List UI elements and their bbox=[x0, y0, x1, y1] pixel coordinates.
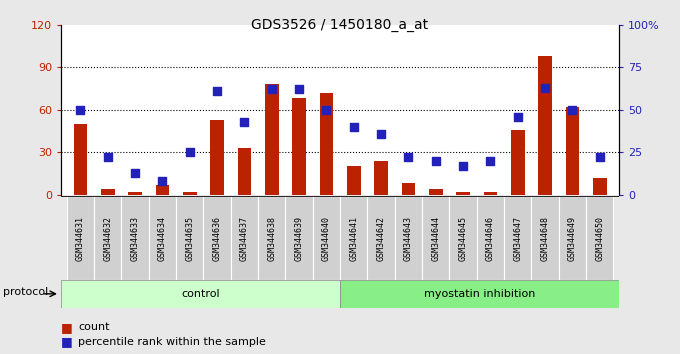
Bar bbox=[477, 196, 504, 280]
Bar bbox=[121, 196, 149, 280]
Bar bbox=[210, 120, 224, 195]
Bar bbox=[292, 98, 306, 195]
Text: GSM344649: GSM344649 bbox=[568, 216, 577, 261]
Point bbox=[267, 86, 277, 92]
Text: GSM344632: GSM344632 bbox=[103, 216, 112, 261]
Point bbox=[539, 85, 550, 91]
Bar bbox=[456, 192, 470, 195]
Point bbox=[348, 124, 359, 130]
Bar bbox=[367, 196, 394, 280]
Bar bbox=[504, 196, 531, 280]
Point bbox=[321, 107, 332, 113]
Text: GSM344650: GSM344650 bbox=[595, 216, 604, 261]
Text: GSM344635: GSM344635 bbox=[185, 216, 194, 261]
Point bbox=[102, 154, 113, 160]
Bar bbox=[566, 107, 579, 195]
Point bbox=[375, 131, 386, 136]
Text: GSM344642: GSM344642 bbox=[377, 216, 386, 261]
Bar bbox=[237, 148, 251, 195]
Text: ■: ■ bbox=[61, 335, 73, 348]
Text: GSM344637: GSM344637 bbox=[240, 216, 249, 261]
Text: GSM344648: GSM344648 bbox=[541, 216, 549, 261]
Text: GDS3526 / 1450180_a_at: GDS3526 / 1450180_a_at bbox=[252, 18, 428, 32]
Text: control: control bbox=[182, 289, 220, 299]
Text: ■: ■ bbox=[61, 321, 73, 334]
Bar bbox=[286, 196, 313, 280]
Bar bbox=[67, 196, 94, 280]
Bar bbox=[320, 93, 333, 195]
Text: GSM344633: GSM344633 bbox=[131, 216, 139, 261]
Bar bbox=[313, 196, 340, 280]
Bar bbox=[176, 196, 203, 280]
Bar bbox=[449, 196, 477, 280]
Point bbox=[239, 119, 250, 125]
Bar bbox=[538, 56, 552, 195]
Bar bbox=[422, 196, 449, 280]
Bar bbox=[73, 124, 87, 195]
Text: GSM344634: GSM344634 bbox=[158, 216, 167, 261]
Bar bbox=[531, 196, 559, 280]
Bar bbox=[128, 192, 142, 195]
Bar bbox=[340, 280, 619, 308]
Bar bbox=[94, 196, 121, 280]
Point bbox=[485, 158, 496, 164]
Point bbox=[211, 88, 222, 94]
Bar bbox=[156, 185, 169, 195]
Point bbox=[512, 114, 523, 119]
Point bbox=[430, 158, 441, 164]
Text: GSM344639: GSM344639 bbox=[294, 216, 303, 261]
Point bbox=[130, 170, 141, 176]
Text: percentile rank within the sample: percentile rank within the sample bbox=[78, 337, 266, 347]
Point bbox=[184, 149, 195, 155]
Text: GSM344647: GSM344647 bbox=[513, 216, 522, 261]
Bar bbox=[258, 196, 286, 280]
Bar bbox=[511, 130, 524, 195]
Point bbox=[294, 86, 305, 92]
Text: protocol: protocol bbox=[3, 287, 49, 297]
Text: GSM344640: GSM344640 bbox=[322, 216, 331, 261]
Bar bbox=[203, 196, 231, 280]
Point bbox=[594, 154, 605, 160]
Text: GSM344638: GSM344638 bbox=[267, 216, 276, 261]
Text: GSM344644: GSM344644 bbox=[431, 216, 440, 261]
Text: GSM344631: GSM344631 bbox=[76, 216, 85, 261]
Bar bbox=[183, 192, 197, 195]
Text: GSM344643: GSM344643 bbox=[404, 216, 413, 261]
Text: GSM344641: GSM344641 bbox=[349, 216, 358, 261]
Text: GSM344645: GSM344645 bbox=[458, 216, 468, 261]
Bar bbox=[347, 166, 360, 195]
Bar bbox=[231, 196, 258, 280]
Point bbox=[157, 178, 168, 184]
Bar bbox=[61, 280, 340, 308]
Bar bbox=[340, 196, 367, 280]
Bar bbox=[559, 196, 586, 280]
Bar bbox=[101, 189, 114, 195]
Text: GSM344636: GSM344636 bbox=[212, 216, 222, 261]
Bar bbox=[593, 178, 607, 195]
Point bbox=[458, 163, 469, 169]
Text: myostatin inhibition: myostatin inhibition bbox=[424, 289, 535, 299]
Point bbox=[567, 107, 578, 113]
Bar bbox=[429, 189, 443, 195]
Text: GSM344646: GSM344646 bbox=[486, 216, 495, 261]
Point bbox=[403, 154, 413, 160]
Text: count: count bbox=[78, 322, 109, 332]
Bar bbox=[586, 196, 613, 280]
Bar bbox=[394, 196, 422, 280]
Bar bbox=[401, 183, 415, 195]
Bar bbox=[483, 192, 497, 195]
Bar bbox=[149, 196, 176, 280]
Point bbox=[75, 107, 86, 113]
Bar bbox=[374, 161, 388, 195]
Bar bbox=[265, 84, 279, 195]
